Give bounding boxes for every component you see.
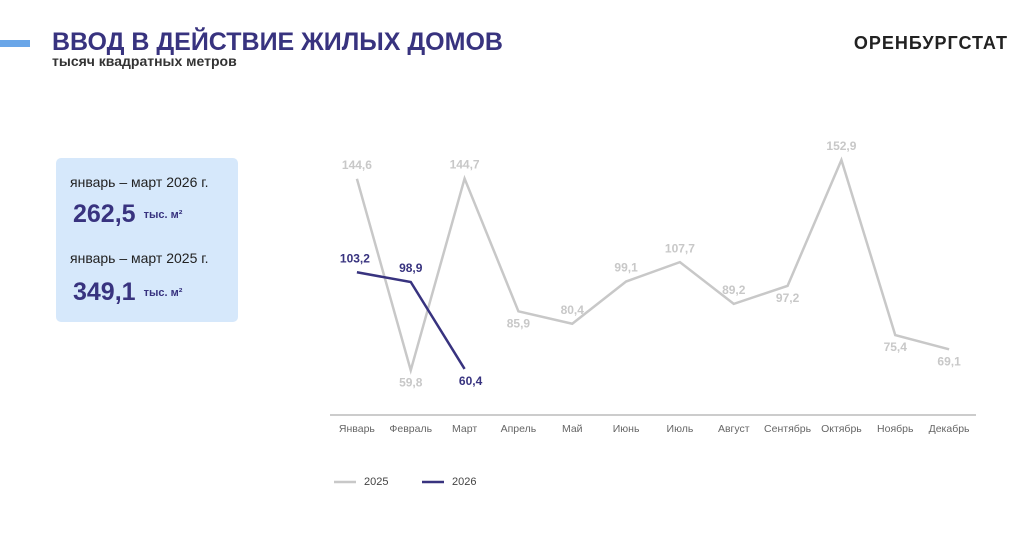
data-label: 75,4	[884, 340, 908, 354]
x-tick-label: Июнь	[613, 423, 640, 435]
data-label: 103,2	[340, 251, 370, 265]
data-label: 97,2	[776, 291, 800, 305]
data-label: 107,7	[665, 241, 695, 255]
data-label: 60,4	[459, 374, 483, 388]
period: январь – март 2026 г.	[70, 174, 209, 190]
value: 262,5 тыс. м²	[73, 200, 182, 229]
x-tick-label: Май	[562, 423, 583, 435]
x-tick-label: Август	[718, 423, 750, 435]
x-tick-label: Февраль	[389, 423, 432, 435]
data-label: 144,6	[342, 158, 372, 172]
accent-bar	[0, 40, 30, 47]
value-number: 349,1	[73, 278, 136, 306]
data-label: 69,1	[937, 354, 961, 368]
value-number: 262,5	[73, 200, 136, 228]
x-tick-label: Сентябрь	[764, 423, 812, 435]
data-label: 59,8	[399, 375, 423, 389]
summary-box: январь – март 2026 г. 262,5 тыс. м² январ…	[56, 158, 238, 322]
unit: тыс. м²	[143, 287, 183, 300]
x-tick-label: Ноябрь	[877, 423, 914, 435]
series-line	[356, 271, 466, 370]
unit: тыс. м²	[143, 209, 183, 222]
x-tick-label: Апрель	[501, 423, 537, 435]
x-tick-label: Январь	[339, 423, 376, 435]
x-tick-label: Июль	[667, 423, 694, 435]
x-tick-label: Декабрь	[929, 423, 970, 435]
x-tick-label: Октябрь	[821, 423, 862, 435]
legend-label: 2026	[452, 476, 476, 488]
period: январь – март 2025 г.	[70, 250, 209, 266]
subtitle: тысяч квадратных метров	[52, 53, 237, 69]
series-line	[355, 156, 950, 375]
data-label: 85,9	[507, 317, 531, 331]
logo: ОРЕНБУРГСТАТ	[853, 33, 1008, 53]
data-label: 99,1	[614, 261, 638, 275]
data-label: 144,7	[450, 158, 480, 172]
value: 349,1 тыс. м²	[73, 278, 182, 307]
data-label: 80,4	[561, 303, 585, 317]
x-tick-label: Март	[452, 423, 477, 435]
data-label: 152,9	[826, 139, 856, 153]
data-label: 89,2	[722, 283, 746, 297]
title: ВВОД В ДЕЙСТВИЕ ЖИЛЫХ ДОМОВ	[52, 28, 503, 56]
data-label: 98,9	[399, 261, 423, 275]
legend-label: 2025	[364, 476, 388, 488]
